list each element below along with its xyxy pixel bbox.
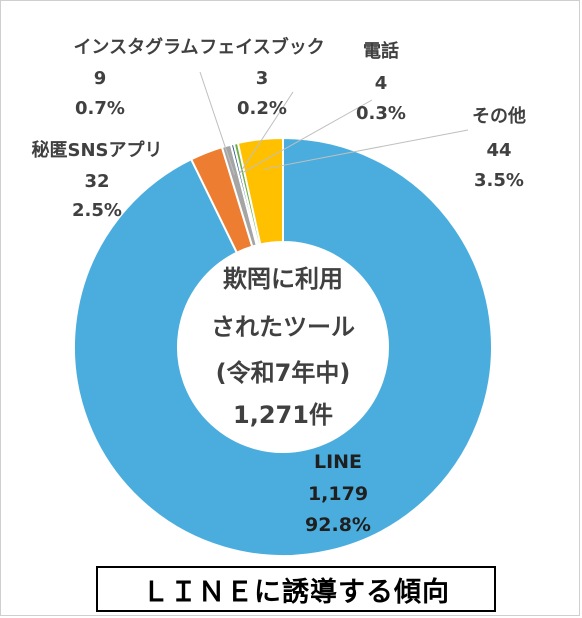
facebook-label-percent: 0.2% — [237, 98, 287, 119]
instagram-label-name: インスタグラム — [73, 36, 198, 58]
line-label-name: LINE — [314, 451, 362, 473]
other-label-count: 44 — [486, 140, 511, 161]
leader-instagram — [199, 71, 235, 175]
caption-box: ＬＩＮＥに誘導する傾向 — [96, 566, 496, 612]
slice-line — [73, 136, 493, 557]
sns-label-count: 32 — [84, 171, 109, 192]
line-label-count: 1,179 — [308, 483, 368, 505]
instagram-label-count: 9 — [94, 68, 107, 89]
instagram-label-percent: 0.7% — [75, 98, 125, 119]
center-title-line1: 欺罔に利用 — [223, 265, 343, 293]
phone-label-percent: 0.3% — [356, 103, 406, 124]
leader-lines — [199, 71, 469, 175]
phone-label-name: 電話 — [363, 40, 399, 62]
line-label-percent: 92.8% — [305, 514, 371, 536]
leader-other — [263, 129, 469, 170]
other-label-name: その他 — [472, 105, 526, 127]
center-title-line2: されたツール — [211, 313, 355, 341]
facebook-label-count: 3 — [256, 68, 269, 89]
phone-label-count: 4 — [375, 73, 388, 94]
donut-slices — [73, 136, 493, 557]
leader-phone — [242, 99, 373, 174]
sns-label-percent: 2.5% — [72, 200, 122, 221]
sns-label-name: 秘匿SNSアプリ — [32, 139, 163, 161]
slice-other — [236, 136, 284, 246]
center-period: (令和7年中) — [216, 359, 351, 387]
caption-text: ＬＩＮＥに誘導する傾向 — [142, 576, 450, 608]
facebook-label-name: フェイスブック — [199, 36, 324, 58]
center-total: 1,271件 — [233, 401, 333, 429]
other-label-percent: 3.5% — [474, 170, 524, 191]
leader-facebook — [239, 91, 294, 174]
